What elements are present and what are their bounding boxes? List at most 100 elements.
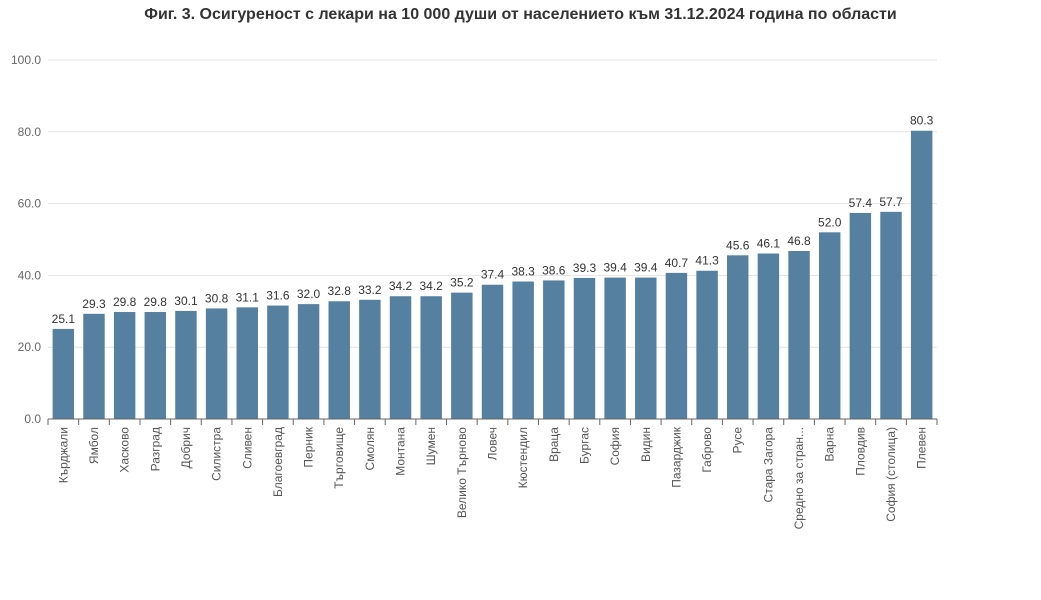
bar [880,211,902,419]
bar [573,277,596,419]
bar [757,253,780,419]
data-label: 34.2 [389,279,413,293]
data-label: 80.3 [910,114,934,128]
data-label: 31.6 [266,289,290,303]
category-label: Пазарджик [669,426,683,487]
category-label: Монтана [394,427,408,476]
y-tick-label: 40.0 [18,268,42,282]
category-label: Русе [731,427,745,454]
bar [481,284,504,419]
category-label: Добрич [179,427,193,468]
chart-title: Фиг. 3. Осигуреност с лекари на 10 000 д… [144,6,897,23]
bar [267,305,289,419]
bar [205,308,228,419]
data-label: 31.1 [236,290,260,304]
category-label: Силистра [210,427,224,481]
data-label: 32.8 [328,284,352,298]
data-label: 46.8 [787,234,811,248]
y-axis-tick-labels: 0.0 20.0 40.0 60.0 80.0 100.0 [11,53,41,426]
category-label: Ямбол [87,427,101,464]
y-tick-label: 80.0 [18,125,42,139]
data-label: 30.8 [205,291,229,305]
category-label: Хасково [118,427,132,473]
bar [910,130,933,419]
category-labels: Кърджали Ямбол Хасково Разград Добрич Силистр… [56,426,928,529]
bar [144,312,167,419]
data-label: 39.4 [634,261,658,275]
category-label: Благоевград [271,427,285,497]
bar [665,272,688,419]
data-label: 35.2 [450,276,474,290]
data-label: 57.7 [879,195,903,209]
category-label: Смолян [363,427,377,470]
category-label: Шумен [424,427,438,465]
bar [788,250,810,419]
data-label: 34.2 [420,279,444,293]
bar [328,301,350,419]
data-label: 30.1 [174,294,198,308]
bar [818,232,841,419]
data-label: 38.3 [511,265,535,279]
y-tick-label: 100.0 [11,53,41,67]
category-label: Търговище [332,427,346,489]
data-label: 52.0 [818,215,842,229]
category-label: Средно за стран... [792,427,806,529]
bar [359,299,381,419]
category-label: Ловеч [486,427,500,460]
data-label: 57.4 [849,196,873,210]
bar [420,296,442,419]
data-label: 38.6 [542,263,566,277]
y-tick-label: 0.0 [24,412,41,426]
category-label: Стара Загора [761,427,775,503]
data-label: 40.7 [665,256,689,270]
category-label: Габрово [700,427,714,473]
bar [696,270,718,419]
bar [236,307,258,419]
bar [451,292,473,419]
data-label: 39.3 [573,261,597,275]
bar [297,304,320,419]
y-tick-label: 20.0 [18,340,42,354]
bar [849,212,872,419]
data-label: 32.0 [297,287,321,301]
data-label: 46.1 [757,237,781,251]
bar [543,280,565,419]
data-label: 41.3 [695,254,719,268]
category-label: Враца [547,427,561,462]
data-label: 29.8 [113,295,137,309]
bar [635,277,657,419]
category-label: Видин [639,427,653,462]
category-label: Кърджали [56,427,70,483]
category-label: Плевен [915,427,929,469]
bar [83,313,105,419]
bar [389,296,412,419]
data-label: 45.6 [726,238,750,252]
data-labels: 25.1 29.3 29.8 29.8 30.1 30.8 31.1 31.6 32.0 32.8… [52,114,934,326]
category-label: Разград [148,427,162,471]
data-label: 25.1 [52,312,76,326]
bar [512,281,534,419]
bar [113,312,136,419]
category-label: София [608,427,622,465]
category-label: Бургас [577,427,591,464]
x-axis [47,418,938,425]
bar [727,255,749,419]
bar [52,328,75,419]
category-label: Пловдив [853,427,867,476]
category-label: Перник [302,426,316,467]
data-label: 37.4 [481,268,505,282]
bar [175,310,197,419]
bars [52,130,933,419]
y-tick-label: 60.0 [18,197,42,211]
category-label: Варна [823,427,837,462]
data-label: 33.2 [358,283,382,297]
data-label: 29.3 [82,297,106,311]
category-label: София (столица) [884,427,898,522]
data-label: 39.4 [603,261,627,275]
data-label: 29.8 [144,295,168,309]
category-label: Велико Търново [455,427,469,518]
bar [604,277,626,419]
category-label: Кюстендил [516,427,530,488]
